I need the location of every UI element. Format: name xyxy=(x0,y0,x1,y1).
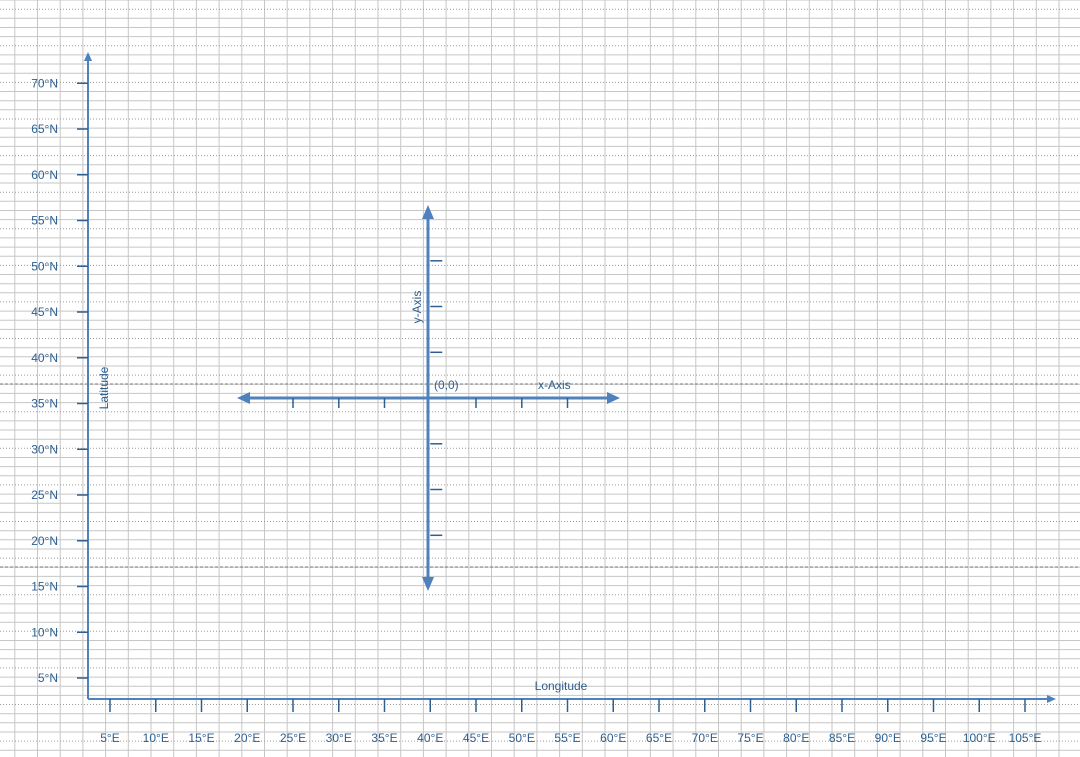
latitude-tick-label: 20°N xyxy=(31,534,58,548)
local-axis-ticks xyxy=(292,260,569,537)
local-y-axis-arrowhead-up xyxy=(422,205,434,219)
latitude-ticks: 5°N 10°N 15°N 20°N 25°N 30°N 35°N 40°N 45°N 50°N 5… xyxy=(31,76,88,685)
latitude-tick-label: 40°N xyxy=(31,351,58,365)
latitude-tick-label: 25°N xyxy=(31,488,58,502)
longitude-tick-label: 45°E xyxy=(463,731,489,745)
longitude-tick-label: 40°E xyxy=(417,731,443,745)
latitude-axis-label: Latitude xyxy=(97,366,111,409)
latitude-tick-label: 10°N xyxy=(31,625,58,639)
longitude-tick-label: 75°E xyxy=(737,731,763,745)
local-x-axis-arrowhead-right xyxy=(607,392,620,404)
local-y-axis-arrowhead-down xyxy=(422,577,434,591)
longitude-tick-label: 105°E xyxy=(1009,731,1042,745)
local-coordinate-axes: (0,0) x-Axis y-Axis xyxy=(237,205,620,591)
longitude-tick-label: 65°E xyxy=(646,731,672,745)
latitude-tick-label: 65°N xyxy=(31,122,58,136)
latitude-tick-label: 45°N xyxy=(31,305,58,319)
latitude-tick-label: 55°N xyxy=(31,214,58,228)
local-x-axis-arrowhead-left xyxy=(237,392,250,404)
longitude-tick-label: 25°E xyxy=(280,731,306,745)
longitude-tick-label: 55°E xyxy=(554,731,580,745)
longitude-tick-label: 30°E xyxy=(326,731,352,745)
latitude-axis-arrowhead xyxy=(84,52,92,61)
longitude-tick-label: 95°E xyxy=(920,731,946,745)
longitude-tick-label: 60°E xyxy=(600,731,626,745)
longitude-tick-label: 90°E xyxy=(875,731,901,745)
longitude-tick-label: 5°E xyxy=(100,731,119,745)
origin-label: (0,0) xyxy=(434,378,459,392)
y-axis-label: y-Axis xyxy=(410,291,424,324)
x-axis-label: x-Axis xyxy=(538,378,571,392)
longitude-tick-label: 100°E xyxy=(963,731,996,745)
longitude-tick-label: 15°E xyxy=(188,731,214,745)
latitude-tick-label: 15°N xyxy=(31,580,58,594)
latitude-tick-label: 5°N xyxy=(38,671,58,685)
latitude-tick-label: 35°N xyxy=(31,397,58,411)
longitude-tick-label: 20°E xyxy=(234,731,260,745)
longitude-tick-label: 10°E xyxy=(143,731,169,745)
latitude-tick-label: 30°N xyxy=(31,442,58,456)
longitude-tick-label: 85°E xyxy=(829,731,855,745)
latitude-tick-label: 60°N xyxy=(31,168,58,182)
longitude-tick-label: 80°E xyxy=(783,731,809,745)
longitude-tick-label: 70°E xyxy=(692,731,718,745)
latitude-tick-label: 70°N xyxy=(31,76,58,90)
latitude-tick-label: 50°N xyxy=(31,259,58,273)
longitude-tick-label: 35°E xyxy=(371,731,397,745)
longitude-tick-label: 50°E xyxy=(509,731,535,745)
longitude-ticks: 5°E 10°E 15°E 20°E 25°E 30°E 35°E 40°E 45°E 50°E 5… xyxy=(100,699,1041,745)
longitude-axis-label: Longitude xyxy=(535,679,588,693)
longitude-axis-arrowhead xyxy=(1047,695,1056,703)
